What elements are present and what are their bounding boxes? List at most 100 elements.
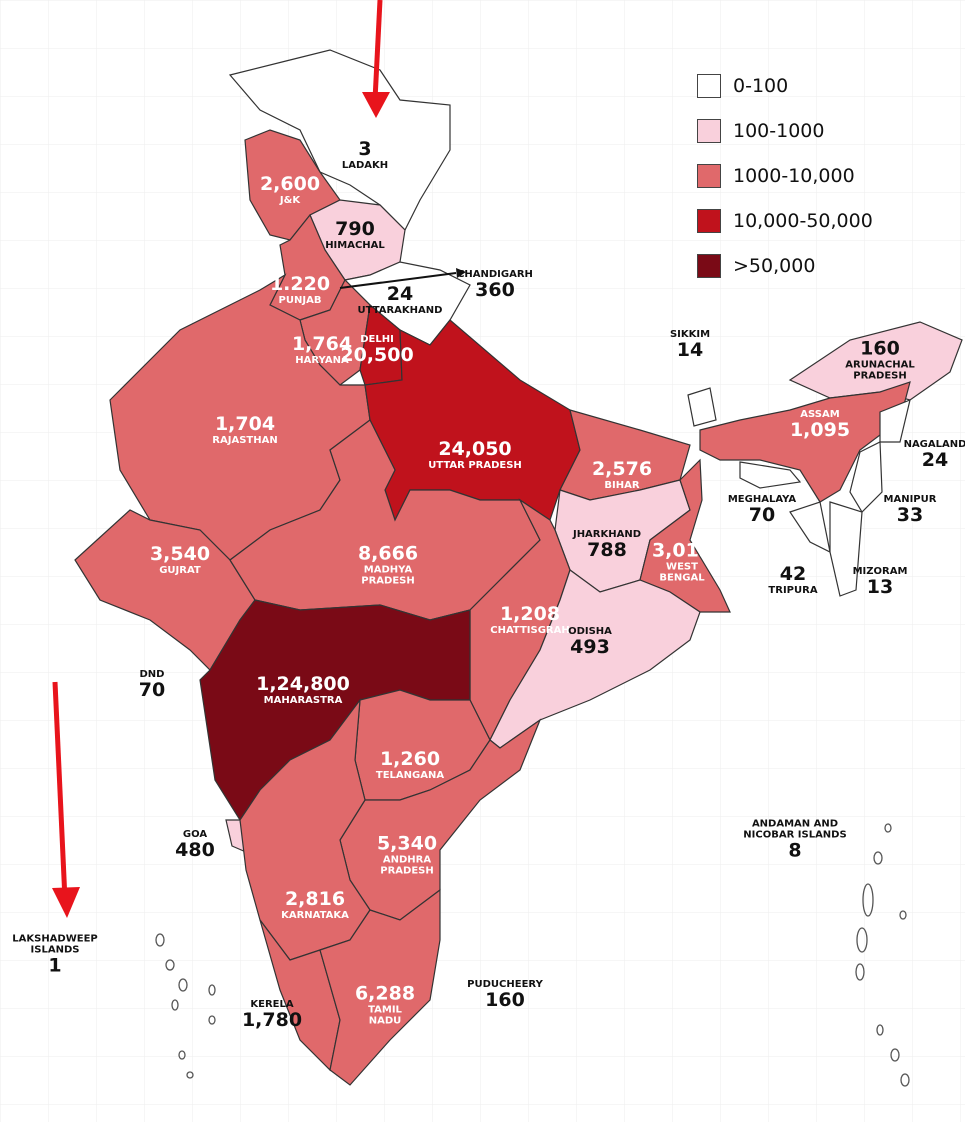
state-shape xyxy=(319,888,441,1086)
state-label: 5,340 ANDHRA PRADESH xyxy=(372,832,442,877)
state-shape xyxy=(639,458,731,613)
state-label: 1,260 TELANGANA xyxy=(370,749,450,781)
state-name: TELANGANA xyxy=(375,769,445,781)
state-label: 480 GOA xyxy=(165,829,225,861)
legend-swatch xyxy=(697,119,721,143)
state-name: ODISHA xyxy=(568,626,612,638)
state-label: 2,600 J&K xyxy=(250,174,330,206)
state-label: 24,050 UTTAR PRADESH xyxy=(405,439,545,471)
state-value: 493 xyxy=(570,636,610,659)
state-value: 8 xyxy=(788,839,802,862)
state-shape xyxy=(849,441,883,513)
state-name: UTTAR PRADESH xyxy=(428,459,522,471)
state-label: 70 MEGHALAYA xyxy=(722,494,802,526)
state-label: 1 LAKSHADWEEP ISLANDS xyxy=(5,934,105,977)
state-value: 790 xyxy=(335,218,375,241)
state-value: 8,666 xyxy=(357,542,419,565)
state-name: HIMACHAL xyxy=(325,239,385,251)
state-name: CHATTISGRAH xyxy=(490,624,570,636)
state-label: 24 NAGALAND xyxy=(904,439,965,471)
state-label: 1,24,800 MAHARASTRA xyxy=(243,674,363,706)
state-value: 1,208 xyxy=(499,603,561,626)
state-label: 70 DND xyxy=(122,669,182,701)
state-name: ANDHRA PRADESH xyxy=(380,854,434,877)
state-label: 14 SIKKIM xyxy=(655,329,725,361)
state-label: 6,288 TAMIL NADU xyxy=(354,982,416,1027)
red-arrow-head xyxy=(52,887,80,918)
state-value: 1,24,800 xyxy=(256,673,350,696)
state-name: TRIPURA xyxy=(768,584,818,596)
state-value: 1 xyxy=(48,954,62,977)
state-name: HARYANA xyxy=(295,354,349,366)
state-name: DELHI xyxy=(360,334,394,346)
red-arrow-head xyxy=(362,92,390,118)
state-label: 8,666 MADHYA PRADESH xyxy=(343,542,433,586)
state-value: 1,764 xyxy=(291,333,353,356)
state-value: 3 xyxy=(358,138,372,161)
state-name: JHARKHAND xyxy=(572,529,642,541)
state-name: J&K xyxy=(279,194,301,206)
pointer-head xyxy=(456,268,466,278)
state-name: WEST BENGAL xyxy=(659,561,705,584)
legend-item: >50,000 xyxy=(697,254,815,278)
state-label: 493 ODISHA xyxy=(550,626,630,658)
state-value: 1.220 xyxy=(269,273,331,296)
legend-item: 1000-10,000 xyxy=(697,164,855,188)
state-shape xyxy=(489,569,701,749)
state-name: DND xyxy=(139,669,165,681)
state-label: 790 HIMACHAL xyxy=(315,219,395,251)
state-value: 1,704 xyxy=(214,413,276,436)
state-name: KARNATAKA xyxy=(281,909,349,921)
state-name: MANIPUR xyxy=(883,494,937,506)
chandigarh-pointer xyxy=(339,272,457,289)
state-name: BIHAR xyxy=(604,479,640,491)
state-name: CHANDIGARH xyxy=(457,269,533,281)
state-label: 1,095 ASSAM xyxy=(785,409,855,441)
state-label: 3,540 GUJRAT xyxy=(140,544,220,576)
state-label: 1,764 HARYANA xyxy=(292,334,352,366)
state-name: GOA xyxy=(182,829,208,841)
state-label: 8 ANDAMAN AND NICOBAR ISLANDS xyxy=(735,819,855,862)
legend-label: 1000-10,000 xyxy=(733,165,855,187)
state-label: 2,816 KARNATAKA xyxy=(270,889,360,921)
state-label: 24 UTTARAKHAND xyxy=(355,284,445,316)
state-value: 13 xyxy=(866,576,894,599)
state-value: 70 xyxy=(138,679,166,702)
state-shape xyxy=(687,387,717,427)
state-name: LAKSHADWEEP ISLANDS xyxy=(12,933,98,956)
state-name: UTTARAKHAND xyxy=(357,304,443,316)
legend-label: 100-1000 xyxy=(733,120,825,142)
state-name: MEGHALAYA xyxy=(727,494,797,506)
state-label: 160 PUDUCHEERY xyxy=(450,979,560,1011)
state-value: 1,260 xyxy=(379,748,441,771)
state-value: 5,340 xyxy=(376,832,438,855)
state-name: PUNJAB xyxy=(278,294,322,306)
state-value: 42 xyxy=(779,563,807,586)
state-value: 1,095 xyxy=(789,419,851,442)
state-value: 24,050 xyxy=(438,438,512,461)
state-name: SIKKIM xyxy=(669,329,711,341)
state-value: 2,600 xyxy=(259,173,321,196)
state-name: MAHARASTRA xyxy=(263,694,343,706)
state-name: ASSAM xyxy=(800,409,840,421)
state-shape xyxy=(739,461,802,489)
state-shape xyxy=(699,381,911,503)
state-value: 788 xyxy=(587,539,627,562)
state-shape xyxy=(228,49,451,232)
legend-label: >50,000 xyxy=(733,255,816,277)
state-value: 6,288 xyxy=(354,982,416,1005)
legend-swatch xyxy=(697,254,721,278)
state-name: PUDUCHEERY xyxy=(467,979,543,991)
state-label: 33 MANIPUR xyxy=(875,494,945,526)
state-value: 2,576 xyxy=(591,458,653,481)
state-value: 360 xyxy=(475,279,515,302)
state-label: 20,500 DELHI xyxy=(340,334,413,366)
state-label: 42 TRIPURA xyxy=(758,564,828,596)
state-value: 3,540 xyxy=(149,543,211,566)
state-value: 2,816 xyxy=(284,888,346,911)
state-value: 20,500 xyxy=(340,344,414,367)
state-label: 1.220 PUNJAB xyxy=(270,274,330,306)
state-value: 160 xyxy=(860,337,900,360)
state-name: TAMIL NADU xyxy=(368,1004,402,1027)
legend-item: 10,000-50,000 xyxy=(697,209,873,233)
